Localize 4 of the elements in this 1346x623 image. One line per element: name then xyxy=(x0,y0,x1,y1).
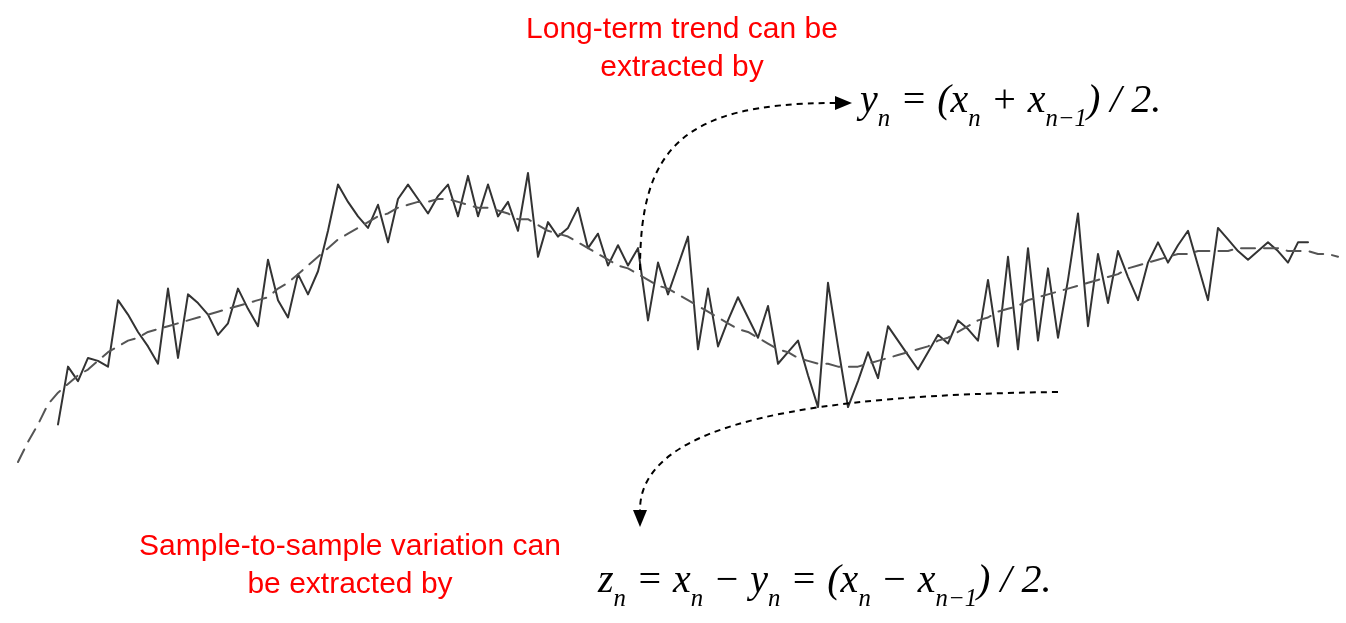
text: z$_{n}$ = x$_{n}$ − y$_{n}$ = (x$_{n}$ − x$_{n−1}$) / 2. xyxy=(598,556,1052,611)
text: Sample-to-sample variation can be extracted by xyxy=(139,528,561,599)
text: y$_{n}$ = (x$_{n}$ + x$_{n−1}$) / 2. xyxy=(856,76,1162,131)
text: Long-term trend can be extracted by xyxy=(526,11,838,82)
